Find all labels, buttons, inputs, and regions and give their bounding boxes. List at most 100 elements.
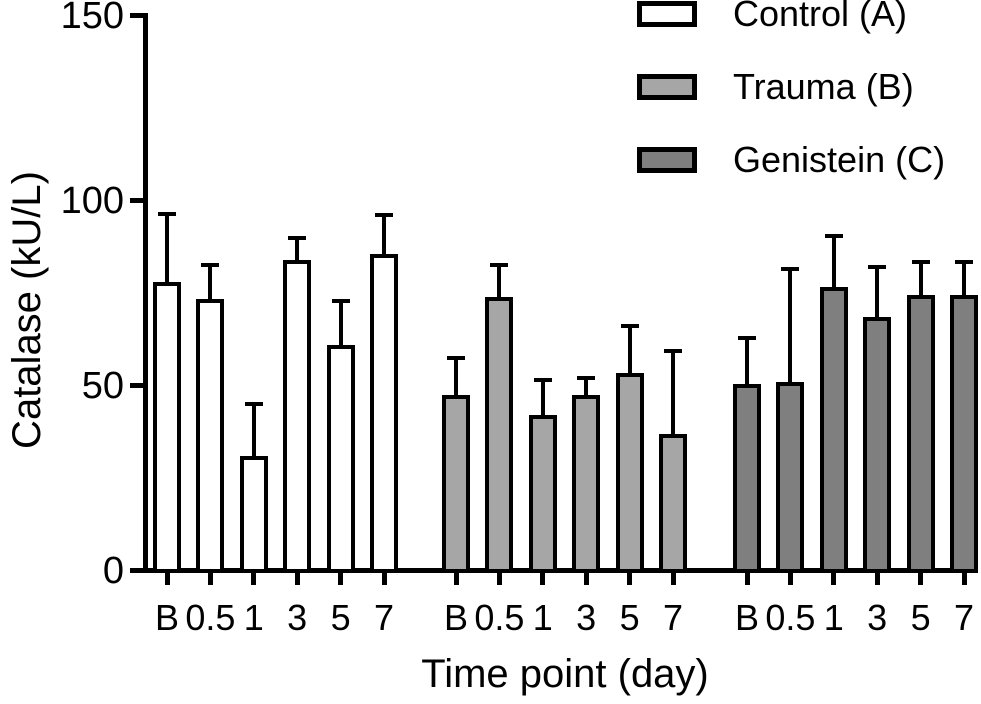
- error-bar-cap: [781, 267, 800, 272]
- y-axis-title: Catalase (kU/L): [5, 171, 49, 449]
- bar-genistein-c-day-B: [733, 383, 761, 573]
- bar-control-a-day-3: [283, 259, 312, 573]
- legend-item-trauma: Trauma (B): [637, 67, 945, 107]
- error-bar-line: [584, 376, 589, 399]
- error-bar-cap: [824, 233, 843, 238]
- x-tick-label: 0.5: [765, 597, 816, 638]
- x-tick: [670, 573, 676, 585]
- error-bar-cap: [955, 259, 973, 264]
- y-tick: [130, 198, 143, 203]
- bar-control-a-day-5: [326, 344, 355, 573]
- x-tick-label: 5: [619, 597, 640, 638]
- error-bar-cap: [447, 355, 465, 360]
- y-axis-line: [143, 13, 148, 573]
- legend-label-genistein: Genistein (C): [733, 139, 946, 180]
- x-tick-label: 3: [867, 597, 888, 638]
- x-tick-label: 3: [287, 597, 308, 638]
- x-tick-label: B: [154, 597, 179, 638]
- bar-genistein-c-day-5: [906, 294, 935, 573]
- error-bar-line: [918, 259, 923, 299]
- x-tick: [381, 573, 387, 585]
- y-tick-label: 100: [60, 179, 124, 222]
- x-tick-label: 5: [910, 597, 931, 638]
- legend-swatch-genistein-icon: [637, 147, 697, 173]
- bar-genistein-c-day-0.5: [776, 381, 805, 573]
- x-tick-label: B: [443, 597, 468, 638]
- bar-control-a-day-0.5: [196, 298, 225, 573]
- error-bar-cap: [620, 324, 639, 329]
- x-tick-label: 7: [662, 597, 684, 638]
- error-bar-cap: [375, 213, 393, 218]
- error-bar-line: [831, 233, 836, 292]
- error-bar-line: [251, 402, 256, 460]
- x-tick-label: B: [734, 597, 759, 638]
- error-bar-cap: [577, 376, 596, 381]
- x-tick-label: 5: [330, 597, 351, 638]
- legend-item-control: Control (A): [637, 0, 945, 34]
- bar-trauma-b-day-B: [442, 394, 470, 573]
- x-tick: [207, 573, 213, 585]
- y-tick: [130, 383, 143, 388]
- x-tick: [496, 573, 502, 585]
- legend: Control (A) Trauma (B) Genistein (C): [637, 0, 945, 213]
- y-tick: [130, 568, 143, 573]
- y-tick-label: 150: [60, 0, 124, 37]
- bar-genistein-c-day-3: [863, 317, 892, 573]
- bar-trauma-b-day-0.5: [485, 296, 514, 573]
- x-axis-line: [143, 568, 978, 573]
- legend-label-control: Control (A): [733, 0, 908, 34]
- error-bar-cap: [288, 235, 307, 240]
- bar-genistein-c-day-1: [819, 287, 848, 573]
- error-bar-cap: [244, 402, 263, 407]
- error-bar-line: [338, 298, 343, 349]
- y-tick: [130, 13, 143, 18]
- bar-trauma-b-day-5: [615, 372, 644, 573]
- error-bar-line: [627, 324, 632, 377]
- error-bar-line: [165, 211, 169, 286]
- error-bar-line: [382, 213, 386, 259]
- x-tick-label: 0.5: [474, 597, 525, 638]
- x-tick: [583, 573, 589, 585]
- x-tick: [744, 573, 750, 585]
- bar-control-a-day-B: [153, 281, 181, 573]
- x-tick-label: 1: [243, 597, 264, 638]
- error-bar-cap: [201, 263, 220, 268]
- x-tick: [164, 573, 170, 585]
- x-tick: [961, 573, 967, 585]
- x-tick: [338, 573, 344, 585]
- x-tick-label: 0.5: [185, 597, 236, 638]
- error-bar-line: [497, 263, 502, 301]
- error-bar-line: [788, 267, 793, 386]
- y-tick-label: 0: [102, 549, 124, 592]
- x-tick-label: 7: [953, 597, 975, 638]
- x-tick: [627, 573, 633, 585]
- legend-swatch-control-icon: [637, 1, 697, 27]
- error-bar-cap: [868, 265, 887, 270]
- x-tick: [453, 573, 459, 585]
- legend-item-genistein: Genistein (C): [637, 140, 945, 180]
- error-bar-line: [745, 335, 749, 388]
- error-bar-line: [454, 355, 458, 399]
- x-tick-label: 1: [823, 597, 844, 638]
- error-bar-cap: [664, 348, 682, 353]
- error-bar-cap: [331, 298, 350, 303]
- error-bar-line: [875, 265, 880, 322]
- error-bar-cap: [158, 211, 176, 216]
- legend-swatch-trauma-icon: [637, 74, 697, 100]
- x-tick: [294, 573, 300, 585]
- x-tick-label: 1: [532, 597, 553, 638]
- x-tick-label: 3: [576, 597, 597, 638]
- y-tick-label: 50: [81, 364, 124, 407]
- x-tick: [831, 573, 837, 585]
- error-bar-cap: [738, 335, 756, 340]
- bar-control-a-day-1: [239, 455, 268, 573]
- x-axis-title: Time point (day): [421, 652, 709, 696]
- bar-trauma-b-day-7: [659, 433, 687, 573]
- x-tick-label: 7: [373, 597, 395, 638]
- error-bar-cap: [911, 259, 930, 264]
- x-tick: [918, 573, 924, 585]
- error-bar-line: [962, 259, 966, 299]
- x-tick: [540, 573, 546, 585]
- bar-trauma-b-day-3: [572, 394, 601, 573]
